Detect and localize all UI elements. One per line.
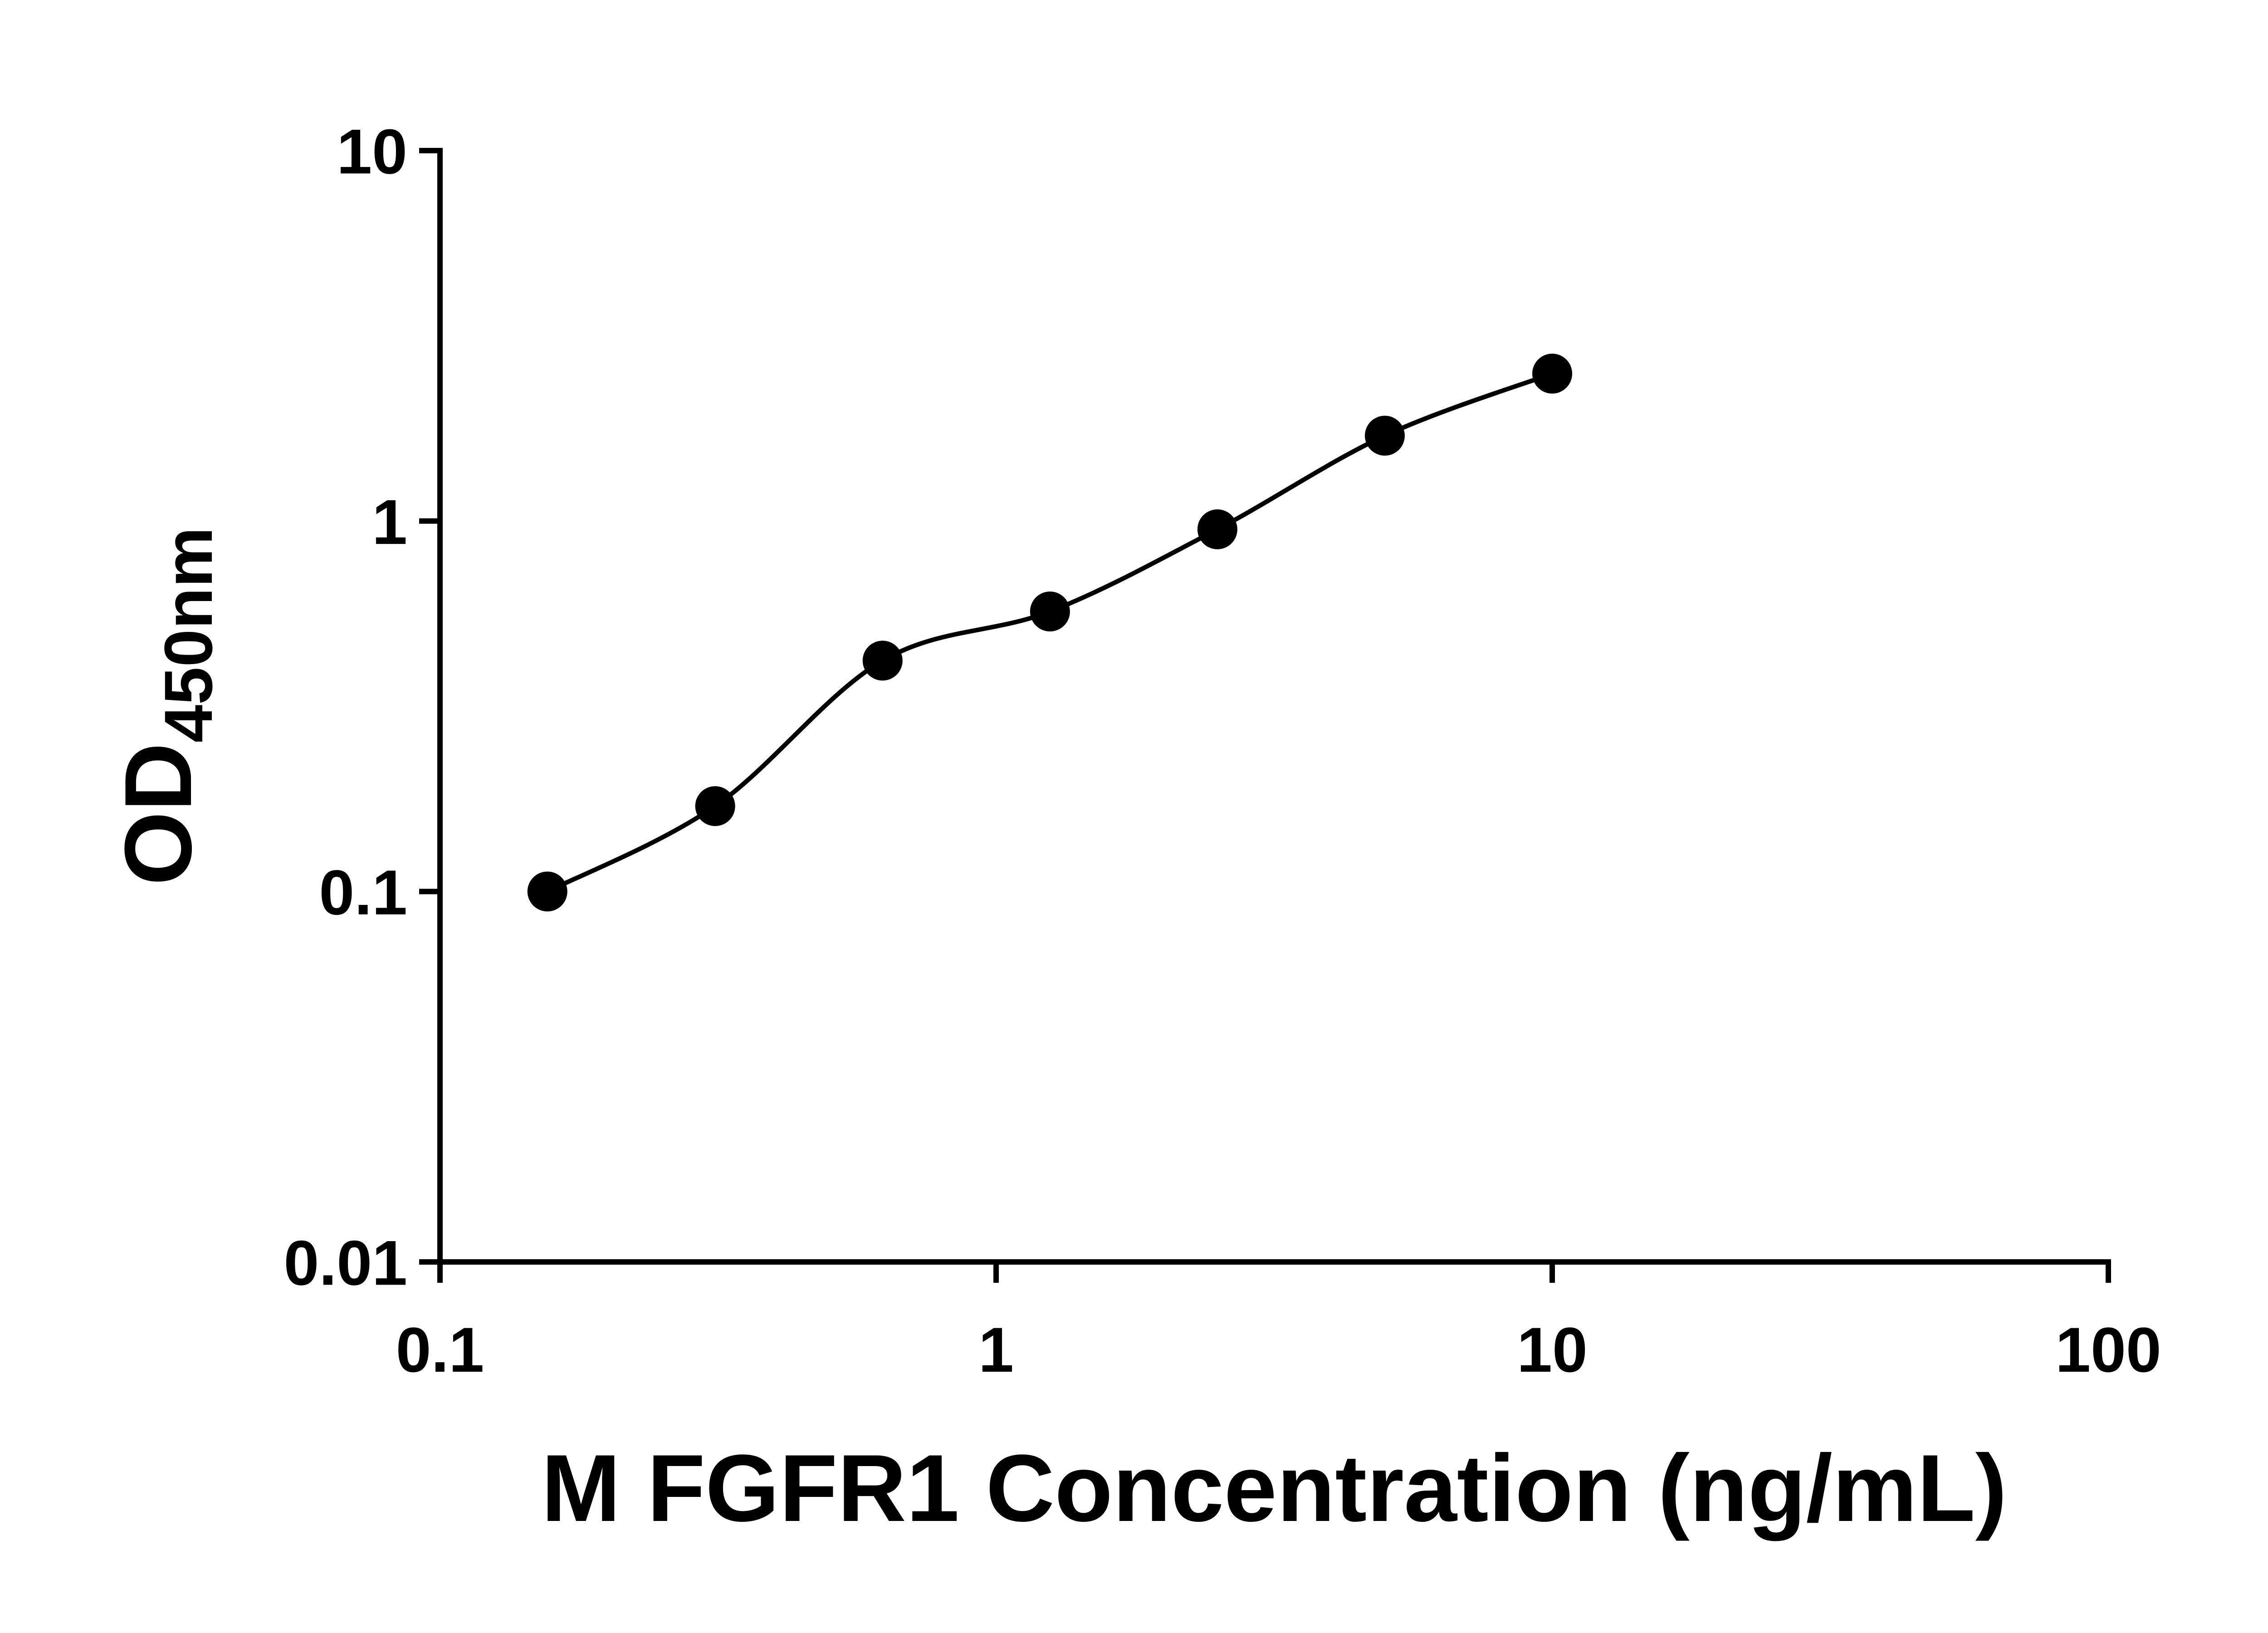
- x-tick-label: 10: [1517, 1314, 1588, 1385]
- y-axis-title-main: OD: [105, 743, 211, 886]
- data-point: [1197, 509, 1237, 549]
- x-tick-label: 100: [2055, 1314, 2161, 1385]
- data-point: [1364, 416, 1405, 456]
- y-tick-label: 10: [337, 116, 407, 187]
- y-tick-label: 0.1: [319, 857, 407, 928]
- data-point: [862, 640, 903, 681]
- x-axis-title: M FGFR1 Concentration (ng/mL): [541, 1435, 2007, 1541]
- data-point: [1030, 592, 1070, 632]
- data-point: [1532, 353, 1572, 394]
- data-point: [527, 871, 567, 912]
- y-tick-label: 0.01: [284, 1227, 407, 1298]
- x-tick-label: 0.1: [396, 1314, 484, 1385]
- data-point: [695, 786, 735, 826]
- y-axis-title-subscript: 450nm: [150, 527, 226, 743]
- y-axis-title: OD450nm: [103, 527, 226, 886]
- x-tick-label: 1: [978, 1314, 1014, 1385]
- y-tick-label: 1: [372, 486, 407, 557]
